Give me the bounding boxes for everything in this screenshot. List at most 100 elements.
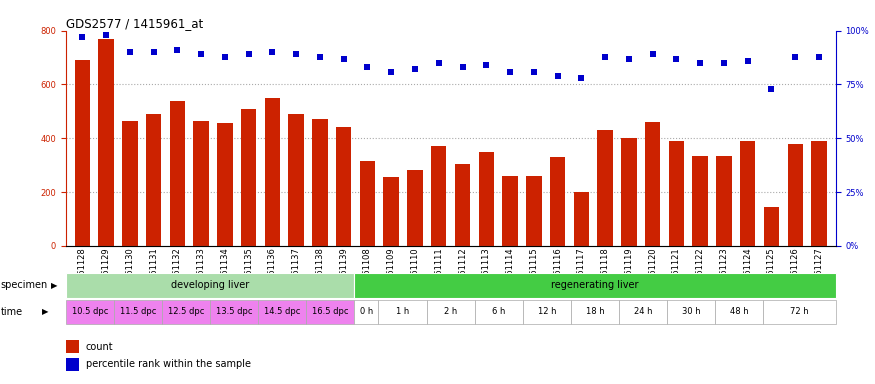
- Text: time: time: [1, 307, 23, 317]
- Point: [788, 53, 802, 60]
- Point: [289, 51, 303, 58]
- Bar: [550, 157, 565, 246]
- Bar: [258, 300, 306, 324]
- Text: 10.5 dpc: 10.5 dpc: [72, 308, 108, 316]
- Point: [171, 47, 185, 53]
- Text: 72 h: 72 h: [790, 308, 808, 316]
- Bar: [360, 161, 375, 246]
- Bar: [763, 300, 836, 324]
- Point: [75, 34, 89, 40]
- Bar: [98, 39, 114, 246]
- Bar: [620, 300, 668, 324]
- Bar: [241, 109, 256, 246]
- Bar: [645, 122, 661, 246]
- Point: [480, 62, 494, 68]
- Bar: [312, 119, 327, 246]
- Bar: [523, 300, 571, 324]
- Bar: [66, 300, 114, 324]
- Bar: [717, 156, 732, 246]
- Bar: [598, 130, 612, 246]
- Bar: [479, 152, 494, 246]
- Text: 1 h: 1 h: [396, 308, 410, 316]
- Text: 48 h: 48 h: [730, 308, 749, 316]
- Text: specimen: specimen: [1, 280, 48, 290]
- Bar: [354, 300, 379, 324]
- Point: [741, 58, 755, 64]
- Text: 6 h: 6 h: [492, 308, 506, 316]
- Text: 0 h: 0 h: [360, 308, 373, 316]
- Point: [456, 64, 470, 70]
- Bar: [574, 192, 589, 246]
- Text: 14.5 dpc: 14.5 dpc: [264, 308, 300, 316]
- Bar: [217, 123, 233, 246]
- Bar: [431, 146, 446, 246]
- Bar: [162, 300, 210, 324]
- Bar: [66, 340, 80, 353]
- Bar: [502, 176, 518, 246]
- Point: [527, 68, 541, 74]
- Text: ▶: ▶: [42, 308, 48, 316]
- Point: [765, 86, 779, 92]
- Bar: [475, 300, 523, 324]
- Text: developing liver: developing liver: [171, 280, 249, 290]
- Text: 24 h: 24 h: [634, 308, 653, 316]
- Bar: [740, 141, 755, 246]
- Point: [622, 56, 636, 62]
- Bar: [788, 144, 803, 246]
- Bar: [668, 300, 716, 324]
- Point: [313, 53, 327, 60]
- Bar: [668, 141, 684, 246]
- Bar: [66, 273, 354, 298]
- Bar: [716, 300, 763, 324]
- Text: GDS2577 / 1415961_at: GDS2577 / 1415961_at: [66, 17, 203, 30]
- Bar: [210, 300, 258, 324]
- Point: [431, 60, 445, 66]
- Point: [693, 60, 707, 66]
- Bar: [407, 170, 423, 246]
- Bar: [74, 60, 90, 246]
- Bar: [289, 114, 304, 246]
- Text: 2 h: 2 h: [444, 308, 458, 316]
- Bar: [306, 300, 354, 324]
- Bar: [383, 177, 399, 246]
- Point: [384, 68, 398, 74]
- Bar: [692, 156, 708, 246]
- Text: 18 h: 18 h: [585, 308, 605, 316]
- Bar: [146, 114, 161, 246]
- Point: [242, 51, 256, 58]
- Point: [99, 32, 113, 38]
- Point: [337, 56, 351, 62]
- Point: [408, 66, 422, 73]
- Bar: [427, 300, 475, 324]
- Bar: [811, 141, 827, 246]
- Point: [717, 60, 731, 66]
- Point: [146, 49, 160, 55]
- Text: regenerating liver: regenerating liver: [551, 280, 639, 290]
- Point: [550, 73, 564, 79]
- Text: percentile rank within the sample: percentile rank within the sample: [86, 359, 250, 369]
- Point: [360, 64, 374, 70]
- Point: [503, 68, 517, 74]
- Point: [646, 51, 660, 58]
- Bar: [66, 358, 80, 371]
- Point: [574, 75, 588, 81]
- Bar: [354, 273, 836, 298]
- Bar: [170, 101, 185, 246]
- Point: [812, 53, 826, 60]
- Bar: [571, 300, 620, 324]
- Bar: [123, 121, 137, 246]
- Point: [194, 51, 208, 58]
- Bar: [193, 121, 209, 246]
- Text: 13.5 dpc: 13.5 dpc: [216, 308, 252, 316]
- Bar: [764, 207, 779, 246]
- Bar: [336, 127, 352, 246]
- Point: [669, 56, 683, 62]
- Point: [218, 53, 232, 60]
- Point: [123, 49, 136, 55]
- Text: 16.5 dpc: 16.5 dpc: [312, 308, 348, 316]
- Text: 12 h: 12 h: [537, 308, 556, 316]
- Point: [598, 53, 612, 60]
- Text: count: count: [86, 342, 113, 352]
- Point: [265, 49, 279, 55]
- Text: 30 h: 30 h: [682, 308, 701, 316]
